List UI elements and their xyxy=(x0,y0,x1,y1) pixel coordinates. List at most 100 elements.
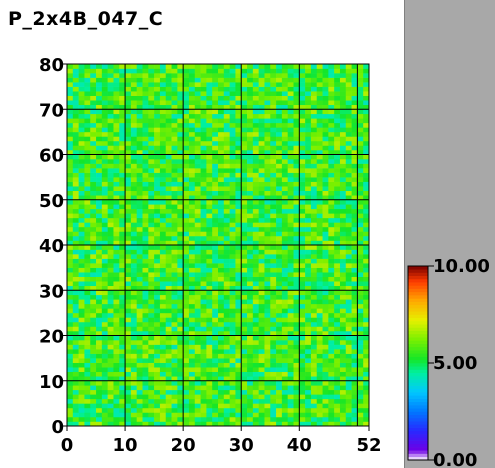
heatmap-cell xyxy=(171,149,178,155)
heatmap-cell xyxy=(212,140,219,146)
heatmap-cell xyxy=(241,154,248,160)
heatmap-cell xyxy=(223,344,230,350)
heatmap-cell xyxy=(136,294,143,300)
heatmap-cell xyxy=(67,104,74,110)
heatmap-cell xyxy=(159,412,167,418)
heatmap-cell xyxy=(90,344,97,350)
heatmap-cell xyxy=(78,272,85,277)
heatmap-cell xyxy=(357,294,364,300)
heatmap-cell xyxy=(130,290,137,296)
heatmap-cell xyxy=(351,204,358,210)
heatmap-cell xyxy=(281,100,288,106)
heatmap-cell xyxy=(72,416,79,422)
heatmap-cell xyxy=(310,240,318,246)
heatmap-cell xyxy=(177,181,184,187)
colorbar-swatch xyxy=(408,434,428,438)
heatmap-cell xyxy=(200,412,207,418)
heatmap-cell xyxy=(322,299,329,305)
heatmap-cell xyxy=(351,240,358,246)
heatmap-cell xyxy=(72,394,79,400)
heatmap-cell xyxy=(200,249,207,255)
heatmap-cell xyxy=(183,412,190,418)
heatmap-cell xyxy=(84,362,91,368)
heatmap-cell xyxy=(101,394,108,400)
heatmap-cell xyxy=(78,82,85,87)
heatmap-cell xyxy=(136,267,143,273)
heatmap-cell xyxy=(90,376,97,382)
heatmap-cell xyxy=(188,186,196,191)
heatmap-cell xyxy=(165,326,172,332)
heatmap-cell xyxy=(188,276,196,282)
heatmap-cell xyxy=(101,245,108,250)
heatmap-cell xyxy=(328,231,335,237)
heatmap-cell xyxy=(339,154,347,160)
heatmap-cell xyxy=(363,398,370,404)
heatmap-cell xyxy=(299,340,306,345)
heatmap-cell xyxy=(281,131,288,137)
heatmap-cell xyxy=(218,308,225,314)
heatmap-cell xyxy=(287,330,294,336)
heatmap-cell xyxy=(154,281,161,287)
heatmap-cell xyxy=(78,403,85,409)
heatmap-cell xyxy=(67,109,74,115)
heatmap-cell xyxy=(305,403,312,409)
heatmap-cell xyxy=(258,159,265,164)
heatmap-cell xyxy=(72,140,79,146)
heatmap-cell xyxy=(107,376,114,382)
heatmap-cell xyxy=(113,190,120,196)
heatmap-cell xyxy=(113,263,120,268)
heatmap-cell xyxy=(183,136,190,142)
heatmap-cell xyxy=(316,412,323,418)
heatmap-cell xyxy=(334,122,341,128)
heatmap-cell xyxy=(316,213,323,219)
heatmap-cell xyxy=(339,358,347,363)
heatmap-cell xyxy=(96,190,103,196)
heatmap-cell xyxy=(328,312,335,318)
heatmap-cell xyxy=(84,82,91,87)
heatmap-cell xyxy=(72,326,79,332)
heatmap-cell xyxy=(218,73,225,78)
heatmap-cell xyxy=(72,398,79,404)
heatmap-cell xyxy=(113,154,120,160)
heatmap-cell xyxy=(322,245,329,250)
heatmap-cell xyxy=(119,285,126,291)
heatmap-cell xyxy=(316,73,323,78)
heatmap-cell xyxy=(281,276,288,282)
heatmap-cell xyxy=(177,127,184,133)
heatmap-cell xyxy=(159,136,167,142)
heatmap-cell xyxy=(177,371,184,377)
heatmap-cell xyxy=(223,376,230,382)
heatmap-cell xyxy=(84,73,91,78)
heatmap-cell xyxy=(276,213,283,219)
heatmap-cell xyxy=(223,240,230,246)
heatmap-cell xyxy=(154,163,161,169)
heatmap-cell xyxy=(310,86,318,92)
heatmap-cell xyxy=(177,226,184,232)
heatmap-cell xyxy=(339,122,347,128)
heatmap-cell xyxy=(229,321,236,327)
heatmap-cell xyxy=(142,195,149,201)
heatmap-cell xyxy=(136,398,143,404)
heatmap-cell xyxy=(334,349,341,354)
heatmap-cell xyxy=(148,73,155,78)
heatmap-cell xyxy=(107,113,114,119)
heatmap-cell xyxy=(223,335,230,341)
heatmap-cell xyxy=(264,245,271,250)
heatmap-cell xyxy=(72,127,79,133)
heatmap-cell xyxy=(206,407,213,413)
heatmap-cell xyxy=(119,235,126,241)
heatmap-cell xyxy=(72,186,79,191)
heatmap-cell xyxy=(328,303,335,309)
heatmap-cell xyxy=(310,340,318,345)
heatmap-cell xyxy=(136,285,143,291)
heatmap-cell xyxy=(165,335,172,341)
heatmap-cell xyxy=(194,231,201,237)
heatmap-cell xyxy=(206,204,213,210)
heatmap-cell xyxy=(113,272,120,277)
heatmap-cell xyxy=(113,303,120,309)
heatmap-cell xyxy=(72,213,79,219)
heatmap-cell xyxy=(258,163,265,169)
heatmap-cell xyxy=(171,231,178,237)
heatmap-cell xyxy=(183,290,190,296)
heatmap-cell xyxy=(84,145,91,151)
